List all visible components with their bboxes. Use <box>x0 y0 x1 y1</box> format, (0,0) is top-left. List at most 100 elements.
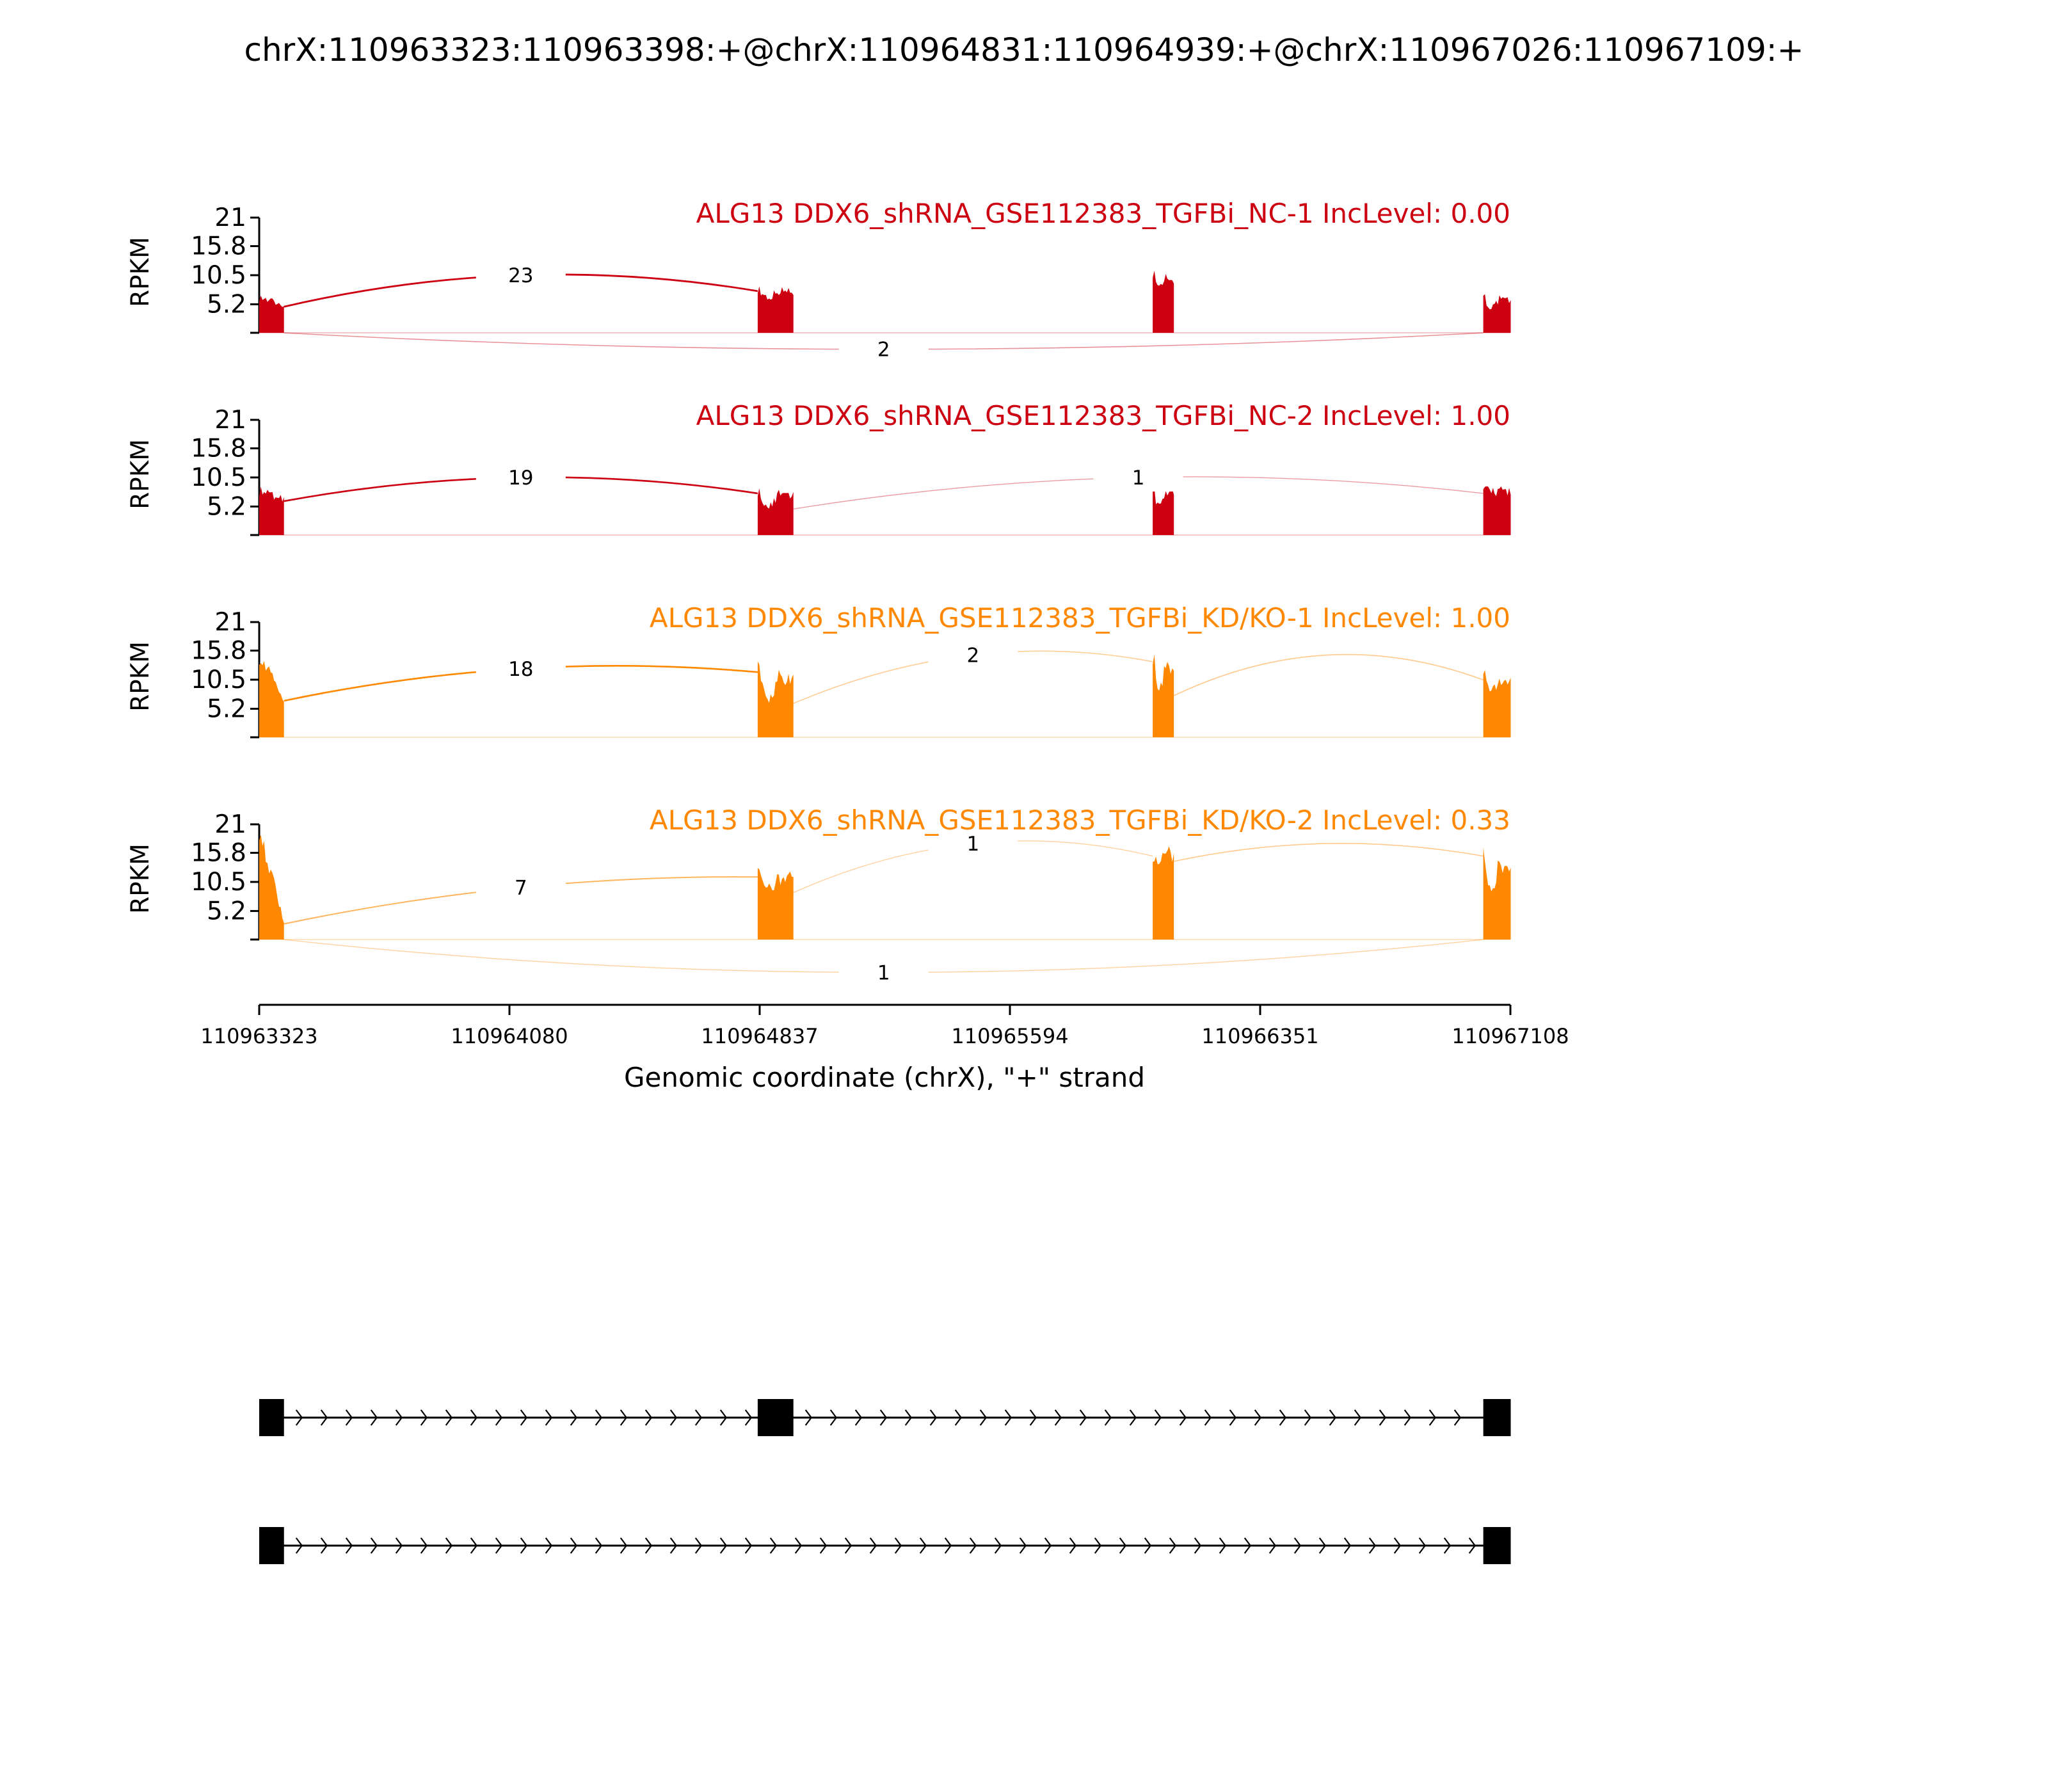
strand-arrow <box>769 1537 778 1554</box>
junction-label-bg <box>476 873 566 902</box>
strand-arrow <box>969 1537 977 1554</box>
strand-arrow <box>929 1409 938 1426</box>
strand-arrow <box>1354 1409 1362 1426</box>
strand-arrow <box>694 1409 703 1426</box>
coverage-exon-3 <box>1153 654 1174 737</box>
strand-arrow <box>1329 1409 1337 1426</box>
junction-label-bg <box>928 829 1018 858</box>
strand-arrow <box>719 1409 728 1426</box>
strand-arrow <box>370 1409 378 1426</box>
strand-arrow <box>1179 1409 1187 1426</box>
strand-arrow <box>669 1409 678 1426</box>
strand-arrow <box>320 1537 328 1554</box>
strand-arrow <box>1069 1537 1077 1554</box>
panel-title: ALG13 DDX6_shRNA_GSE112383_TGFBi_NC-1 In… <box>696 198 1510 229</box>
y-tick-label: 21 <box>214 406 246 435</box>
strand-arrow <box>1054 1409 1062 1426</box>
strand-arrow <box>1144 1537 1152 1554</box>
strand-arrow <box>1368 1537 1377 1554</box>
transcript-1 <box>259 1399 1511 1436</box>
strand-arrow <box>879 1409 888 1426</box>
junction-count-label: 18 <box>508 658 533 681</box>
strand-arrow <box>904 1409 913 1426</box>
strand-arrow <box>1094 1537 1102 1554</box>
strand-arrow <box>570 1409 578 1426</box>
strand-arrow <box>979 1409 988 1426</box>
coverage-exon-3 <box>1153 846 1174 940</box>
junction-label-bg <box>476 261 566 289</box>
strand-arrow <box>470 1409 478 1426</box>
strand-arrow <box>1219 1537 1227 1554</box>
panel-title: ALG13 DDX6_shRNA_GSE112383_TGFBi_NC-2 In… <box>696 400 1510 431</box>
strand-arrow <box>1104 1409 1112 1426</box>
strand-arrow <box>1404 1409 1412 1426</box>
strand-arrow <box>620 1537 628 1554</box>
junction-label-bg <box>838 958 929 987</box>
junction-count-label: 1 <box>1132 467 1145 490</box>
coverage-exon-1 <box>259 835 284 940</box>
strand-arrow <box>1279 1409 1287 1426</box>
strand-arrow <box>1428 1409 1437 1426</box>
junction-label-bg <box>928 641 1018 669</box>
transcript-tracks <box>259 1399 1511 1564</box>
strand-arrow <box>570 1537 578 1554</box>
transcript-2 <box>259 1527 1511 1564</box>
strand-arrow <box>1194 1537 1202 1554</box>
y-tick-label: 5.2 <box>207 897 246 925</box>
y-axis-label: RPKM <box>126 844 155 914</box>
strand-arrow <box>1304 1409 1312 1426</box>
strand-arrow <box>320 1409 328 1426</box>
strand-arrow <box>520 1409 528 1426</box>
junction-arc <box>1174 843 1484 862</box>
strand-arrow <box>1019 1537 1027 1554</box>
junction-count-label: 23 <box>508 264 533 287</box>
strand-arrow <box>1393 1537 1402 1554</box>
x-tick-label: 110966351 <box>1201 1024 1318 1048</box>
strand-arrow <box>545 1409 553 1426</box>
y-tick-label: 21 <box>214 608 246 637</box>
strand-arrow <box>944 1537 952 1554</box>
y-tick-label: 10.5 <box>191 666 246 694</box>
coverage-exon-4 <box>1483 669 1511 737</box>
strand-arrow <box>1418 1537 1427 1554</box>
panel-title: ALG13 DDX6_shRNA_GSE112383_TGFBi_KD/KO-1… <box>650 602 1510 634</box>
coverage-exon-4 <box>1483 847 1511 940</box>
strand-arrow <box>1129 1409 1137 1426</box>
x-axis-label: Genomic coordinate (chrX), "+" strand <box>624 1062 1145 1093</box>
strand-arrow <box>620 1409 628 1426</box>
strand-arrow <box>869 1537 877 1554</box>
strand-arrow <box>1154 1409 1162 1426</box>
y-tick-label: 5.2 <box>207 694 246 723</box>
junction-count-label: 2 <box>877 339 890 362</box>
exon-block <box>259 1527 284 1564</box>
junction-count-label: 1 <box>967 833 980 856</box>
strand-arrow <box>744 1537 753 1554</box>
panel-title: ALG13 DDX6_shRNA_GSE112383_TGFBi_KD/KO-2… <box>650 804 1510 836</box>
junction-label-bg <box>476 463 566 492</box>
strand-arrow <box>470 1537 478 1554</box>
coverage-exon-2 <box>757 286 794 333</box>
strand-arrow <box>744 1409 753 1426</box>
strand-arrow <box>495 1537 503 1554</box>
coverage-exon-2 <box>757 868 794 940</box>
x-tick-label: 110964837 <box>701 1024 818 1048</box>
strand-arrow <box>1244 1537 1252 1554</box>
strand-arrow <box>395 1537 403 1554</box>
strand-arrow <box>1379 1409 1387 1426</box>
strand-arrow <box>345 1409 353 1426</box>
exon-block <box>259 1399 284 1436</box>
strand-arrow <box>1468 1537 1476 1554</box>
junction-label-bg <box>838 335 929 364</box>
strand-arrow <box>919 1537 927 1554</box>
strand-arrow <box>644 1409 653 1426</box>
coverage-exon-1 <box>259 295 284 333</box>
strand-arrow <box>669 1537 678 1554</box>
y-tick-label: 5.2 <box>207 290 246 319</box>
strand-arrow <box>1044 1537 1052 1554</box>
strand-arrow <box>595 1409 603 1426</box>
